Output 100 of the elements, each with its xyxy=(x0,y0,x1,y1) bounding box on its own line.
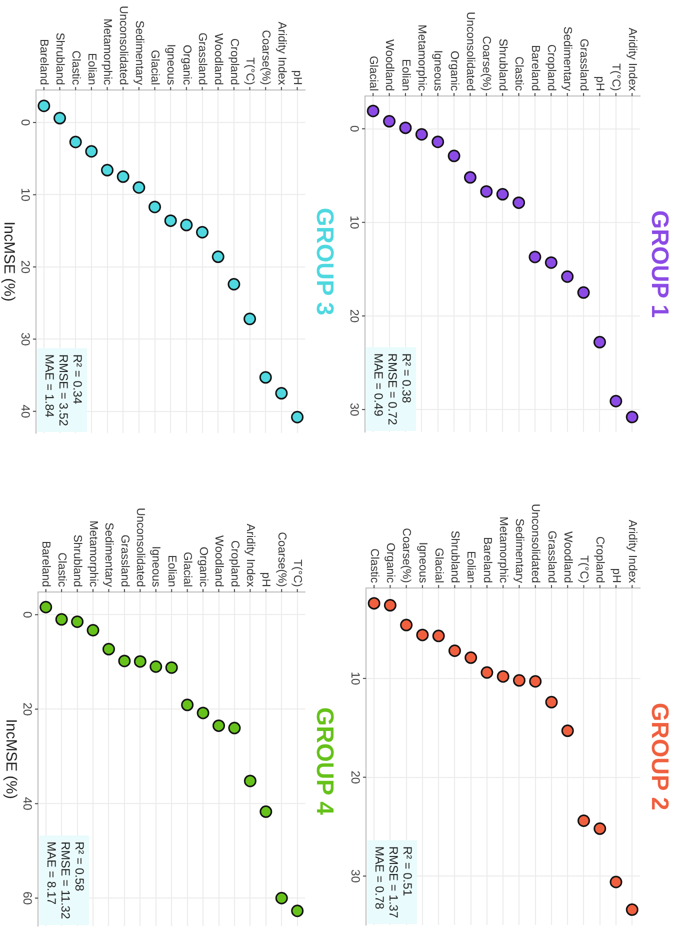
point xyxy=(116,170,130,183)
x-tick-label: Igneous xyxy=(150,546,162,588)
point xyxy=(577,286,590,299)
point xyxy=(69,136,82,148)
point xyxy=(464,171,476,184)
x-tick-label: Eolian xyxy=(399,59,412,91)
point xyxy=(610,394,622,408)
annotation: R² = 0.34 xyxy=(70,354,85,404)
x-tick-label: Metamorphic xyxy=(415,24,428,92)
point xyxy=(448,150,460,162)
x-tick-label: Aridity Index xyxy=(626,28,638,92)
y-tick-label: 60 xyxy=(20,891,35,906)
point xyxy=(212,719,226,732)
point xyxy=(383,115,396,128)
x-tick-label: Clastic xyxy=(55,552,68,588)
point xyxy=(260,805,272,818)
annotation: MAE = 1.84 xyxy=(42,354,57,418)
point xyxy=(118,654,131,668)
x-tick-label: Clastic xyxy=(512,56,525,92)
x-tick-label: Sedimentary xyxy=(132,20,145,86)
point xyxy=(400,618,413,632)
point xyxy=(134,655,146,668)
point xyxy=(101,164,114,176)
annotation: RMSE = 0.72 xyxy=(386,353,400,426)
point xyxy=(480,185,493,198)
point xyxy=(180,218,193,232)
y-tick-label: 10 xyxy=(348,672,363,686)
y-axis-title: IncMSE (%) xyxy=(0,221,18,302)
point xyxy=(244,774,256,788)
point xyxy=(275,892,288,904)
x-tick-label: Igneous xyxy=(432,50,444,92)
point xyxy=(71,616,84,628)
x-tick-label: Unconsolidated xyxy=(134,508,146,587)
point xyxy=(102,642,115,656)
point xyxy=(40,600,52,614)
y-tick-label: 0 xyxy=(20,611,35,618)
point xyxy=(512,196,526,209)
point xyxy=(529,675,542,688)
point xyxy=(212,250,224,264)
y-tick-label: 30 xyxy=(348,402,362,417)
point xyxy=(55,613,68,626)
x-tick-label: Metamorphic xyxy=(101,18,114,86)
point xyxy=(384,599,396,612)
y-tick-label: 0 xyxy=(348,125,362,132)
text: GROUP 2 xyxy=(646,702,673,810)
x-tick-label: pH xyxy=(610,568,622,583)
point xyxy=(259,371,272,384)
annotation: R² = 0.51 xyxy=(400,846,415,896)
x-tick-label: Metamorphic xyxy=(496,516,509,584)
x-tick-label: Cropland xyxy=(228,540,240,587)
x-tick-label: Bareland xyxy=(40,540,52,587)
point xyxy=(593,336,606,348)
x-tick-label: Sedimentary xyxy=(561,26,574,92)
x-tick-label: Aridity Index xyxy=(626,520,638,584)
x-tick-label: Unconsolidated xyxy=(529,504,542,583)
point xyxy=(512,674,526,687)
y-tick-label: 20 xyxy=(348,770,363,784)
point xyxy=(244,312,256,326)
x-tick-label: Eolian xyxy=(85,53,98,85)
x-tick-label: Clastic xyxy=(368,548,380,584)
point xyxy=(448,644,461,658)
y-tick-label: 20 xyxy=(348,309,362,323)
x-tick-label: Organic xyxy=(384,542,396,584)
x-tick-label: Cropland xyxy=(228,38,240,85)
annotation: MAE = 0.49 xyxy=(372,353,386,417)
x-tick-label: Woodland xyxy=(561,531,574,583)
point xyxy=(432,630,445,642)
x-tick-label: Eolian xyxy=(464,551,477,583)
text: GROUP 3 xyxy=(310,208,338,316)
x-tick-label: Coarse(%) xyxy=(275,532,288,588)
x-tick-label: T(°C) xyxy=(244,57,256,86)
x-tick-label: Aridity Index xyxy=(244,524,256,588)
x-tick-label: Unconsolidated xyxy=(116,6,129,85)
x-tick-label: Grassland xyxy=(118,534,130,587)
x-tick-label: T(°C) xyxy=(610,63,622,92)
point xyxy=(610,876,622,888)
x-tick-label: Clastic xyxy=(69,50,82,86)
x-tick-label: pH xyxy=(594,76,606,91)
point xyxy=(544,256,558,269)
y-tick-label: 10 xyxy=(18,188,33,202)
text: GROUP 4 xyxy=(310,707,338,816)
point xyxy=(545,696,558,708)
x-tick-label: Aridity Index xyxy=(275,22,288,86)
x-tick-label: Igneous xyxy=(416,542,428,584)
x-tick-label: Grassland xyxy=(545,530,558,583)
x-tick-label: Shrubland xyxy=(496,38,508,91)
point xyxy=(196,226,209,239)
point xyxy=(464,651,478,664)
x-tick-label: Glacial xyxy=(181,552,194,587)
annotation: RMSE = 1.37 xyxy=(386,846,401,918)
x-tick-label: Glacial xyxy=(148,50,161,85)
x-tick-label: T(°C) xyxy=(291,559,304,588)
y-axis-title: IncMSE (%) xyxy=(2,718,20,800)
point xyxy=(368,597,380,610)
x-tick-label: Shrubland xyxy=(448,530,461,583)
point xyxy=(496,670,510,683)
x-tick-label: Glacial xyxy=(432,548,444,583)
point xyxy=(228,278,240,290)
point xyxy=(291,904,304,918)
annotation: R² = 0.58 xyxy=(72,842,87,892)
